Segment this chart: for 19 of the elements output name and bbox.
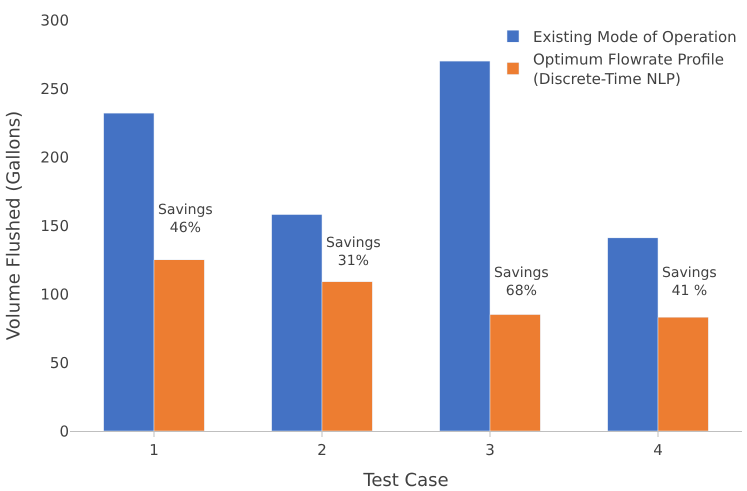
x-tick-label: 2 [317, 441, 327, 459]
annotation: Savings 41 % [662, 265, 717, 300]
legend-label: Optimum Flowrate Profile (Discrete-Time NLP) [533, 50, 724, 88]
y-tick-label: 0 [59, 422, 69, 440]
x-tick-label: 1 [149, 441, 159, 459]
y-tick-label: 100 [40, 285, 69, 304]
annotation: Savings 31% [326, 235, 381, 270]
y-tick-label: 250 [40, 80, 69, 98]
x-tick-label: 3 [485, 441, 495, 459]
y-tick-label: 50 [50, 354, 69, 372]
annotation: Savings 46% [158, 202, 213, 236]
y-tick-label: 150 [40, 216, 69, 235]
x-axis-title: Test Case [362, 470, 449, 491]
x-tick-label: 4 [653, 441, 663, 459]
legend-label: Existing Mode of Operation [533, 28, 737, 46]
y-tick-label: 300 [40, 11, 69, 30]
y-axis-title: Volume Flushed (Gallons) [4, 110, 25, 340]
annotation: Savings 68% [494, 265, 549, 300]
y-tick-label: 200 [40, 148, 69, 166]
